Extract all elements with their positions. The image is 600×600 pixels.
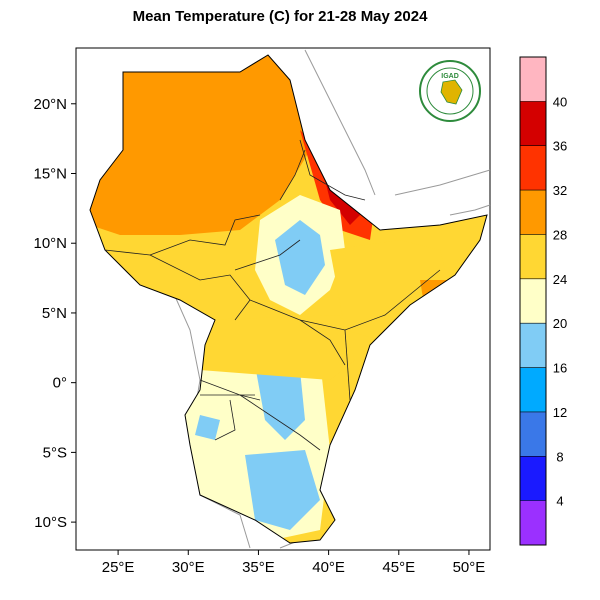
igad-logo: IGAD [419,60,481,122]
colorbar-bin [520,456,546,501]
colorbar-label: 8 [556,449,563,464]
colorbar-label: 36 [553,139,567,154]
colorbar-label: 32 [553,183,567,198]
lon-tick-label: 25°E [102,559,135,576]
temperature-colorbar: 4 8 12 16 20 24 28 32 36 40 [519,56,567,546]
colorbar-label: 16 [553,361,567,376]
colorbar-bin [520,500,546,545]
temperature-zone [275,220,325,295]
colorbar-bin [520,101,546,146]
temperature-zone [245,450,320,530]
temperature-zone [200,315,355,380]
temperature-zone [255,365,305,440]
colorbar-label: 24 [553,272,567,287]
colorbar-frame [519,56,547,546]
lat-tick-label: 20°N [33,96,67,113]
colorbar-bin [520,367,546,412]
lon-tick-label: 35°E [242,559,275,576]
colorbar-bin [520,190,546,235]
colorbar-bin [520,411,546,457]
logo-text: IGAD [441,73,459,80]
lon-tick-label: 45°E [382,559,415,576]
lat-tick-label: 10°S [34,514,67,531]
colorbar-label: 4 [556,494,563,509]
lat-tick-label: 15°N [33,166,67,183]
colorbar-bin [520,234,546,279]
temperature-zone [90,55,310,235]
colorbar-bin [520,323,546,368]
colorbar-label: 20 [553,316,567,331]
lat-tick-label: 5°S [43,444,67,461]
lon-tick-label: 40°E [312,559,345,576]
colorbar-bin [520,57,546,102]
latitude-axis: 20°N 15°N 10°N 5°N 0° 5°S 10°S [33,96,76,531]
lat-tick-label: 5°N [42,305,67,322]
lat-tick-label: 10°N [33,235,67,252]
colorbar-bin [520,145,546,191]
temperature-zone [195,415,220,440]
longitude-axis: 25°E 30°E 35°E 40°E 45°E 50°E [102,550,486,576]
colorbar-label: 40 [553,94,567,109]
colorbar-label: 28 [553,227,567,242]
country-borders [104,139,441,451]
colorbar-bin [520,278,546,324]
lon-tick-label: 30°E [172,559,205,576]
lat-tick-label: 0° [53,375,67,392]
map-title: Mean Temperature (C) for 21-28 May 2024 [132,8,428,25]
domain-outline [89,54,488,544]
lon-tick-label: 50°E [453,559,486,576]
colorbar-label: 12 [553,405,567,420]
